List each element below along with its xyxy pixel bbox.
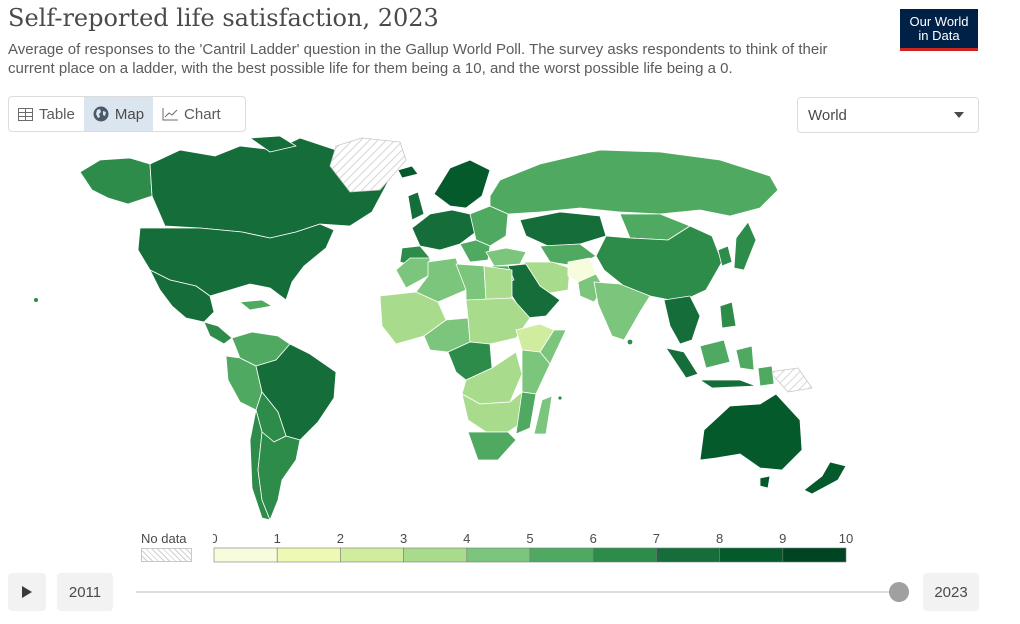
line-chart-icon: [162, 107, 179, 121]
globe-icon: [93, 106, 109, 122]
legend-tick-label: 7: [653, 531, 660, 546]
region-select[interactable]: World: [797, 97, 979, 133]
legend-tick-label: 4: [463, 531, 470, 546]
map-sri-lanka[interactable]: [627, 339, 633, 345]
legend-color-bin[interactable]: [592, 547, 657, 563]
legend-tick-label: 3: [400, 531, 407, 546]
view-tabs: Table Map Chart: [8, 96, 246, 132]
legend-color-bin[interactable]: [403, 547, 468, 563]
timeline-handle[interactable]: [889, 582, 909, 602]
map-indonesia-java[interactable]: [699, 379, 757, 389]
legend-tick-label: 10: [839, 531, 853, 546]
map-australia[interactable]: [699, 393, 803, 471]
map-central-america[interactable]: [203, 321, 233, 345]
region-select-value: World: [808, 106, 847, 124]
tab-table[interactable]: Table: [9, 97, 84, 131]
map-kazakhstan[interactable]: [519, 211, 607, 247]
world-map[interactable]: [0, 136, 1020, 528]
tab-map-label: Map: [114, 105, 145, 123]
map-alaska[interactable]: [79, 157, 153, 205]
legend-color-bin[interactable]: [213, 547, 278, 563]
map-caribbean[interactable]: [239, 299, 273, 311]
chart-subtitle: Average of responses to the 'Cantril Lad…: [8, 41, 828, 77]
chart-title: Self-reported life satisfaction, 2023: [8, 4, 439, 32]
legend-tick-label: 2: [337, 531, 344, 546]
tab-chart-label: Chart: [184, 105, 221, 123]
legend-tick-label: 6: [590, 531, 597, 546]
legend-tick-label: 0: [213, 531, 218, 546]
map-madagascar[interactable]: [533, 395, 553, 435]
map-mauritius[interactable]: [558, 396, 562, 400]
timeline-start-year[interactable]: 2011: [57, 573, 113, 611]
legend-color-scale: 0 1 2 3 4 5 6 7 8 9 10: [213, 531, 853, 563]
map-indonesia-sumatra[interactable]: [665, 347, 699, 379]
map-scandinavia[interactable]: [433, 159, 491, 209]
map-southeast-asia[interactable]: [663, 295, 701, 345]
map-turkey[interactable]: [485, 247, 527, 267]
tab-chart[interactable]: Chart: [153, 97, 230, 131]
legend-color-bin[interactable]: [719, 547, 784, 563]
map-korea[interactable]: [717, 245, 733, 267]
legend-color-bin[interactable]: [340, 547, 404, 563]
map-russia[interactable]: [489, 149, 779, 217]
map-chad-sudan[interactable]: [465, 297, 531, 345]
map-iceland[interactable]: [397, 165, 419, 179]
map-papua: [769, 367, 813, 393]
legend-tick-label: 5: [526, 531, 533, 546]
tab-map[interactable]: Map: [83, 97, 154, 131]
map-arabia[interactable]: [505, 263, 561, 319]
map-uk[interactable]: [407, 191, 425, 221]
legend-tick-label: 1: [274, 531, 281, 546]
play-button[interactable]: [8, 573, 46, 611]
map-south-africa[interactable]: [467, 431, 517, 461]
play-icon: [22, 586, 32, 598]
legend-color-bin[interactable]: [656, 547, 720, 563]
map-sulawesi[interactable]: [735, 345, 755, 371]
map-mexico[interactable]: [149, 269, 215, 323]
map-china[interactable]: [595, 225, 723, 303]
map-philippines[interactable]: [719, 301, 737, 329]
map-egypt[interactable]: [483, 265, 513, 301]
table-icon: [18, 107, 33, 121]
timeline-end-year[interactable]: 2023: [923, 573, 979, 611]
map-argentina[interactable]: [257, 431, 301, 521]
map-tasmania[interactable]: [759, 475, 771, 489]
timeline-track[interactable]: [136, 591, 906, 593]
map-indonesia-borneo[interactable]: [699, 339, 731, 369]
legend-color-bin[interactable]: [782, 547, 847, 563]
map-india[interactable]: [593, 281, 651, 341]
map-japan[interactable]: [733, 221, 757, 271]
tab-table-label: Table: [39, 105, 75, 123]
map-canada-islands[interactable]: [249, 136, 297, 153]
legend-tick-label: 8: [716, 531, 723, 546]
map-mozambique[interactable]: [515, 391, 537, 435]
caret-down-icon: [954, 112, 964, 118]
map-greenland: [329, 137, 407, 193]
logo-line-2: in Data: [918, 28, 960, 43]
map-hawaii[interactable]: [34, 298, 38, 302]
logo-line-1: Our World: [909, 14, 969, 29]
owid-logo[interactable]: Our World in Data: [900, 9, 978, 51]
legend-color-bin[interactable]: [466, 547, 531, 563]
legend-color-bin[interactable]: [276, 547, 341, 563]
map-new-guinea[interactable]: [757, 365, 775, 387]
legend-color-bin[interactable]: [529, 547, 594, 563]
legend-no-data-swatch: [141, 548, 192, 562]
map-new-zealand[interactable]: [803, 461, 847, 495]
legend-tick-label: 9: [779, 531, 786, 546]
legend-no-data-label: No data: [141, 531, 187, 546]
